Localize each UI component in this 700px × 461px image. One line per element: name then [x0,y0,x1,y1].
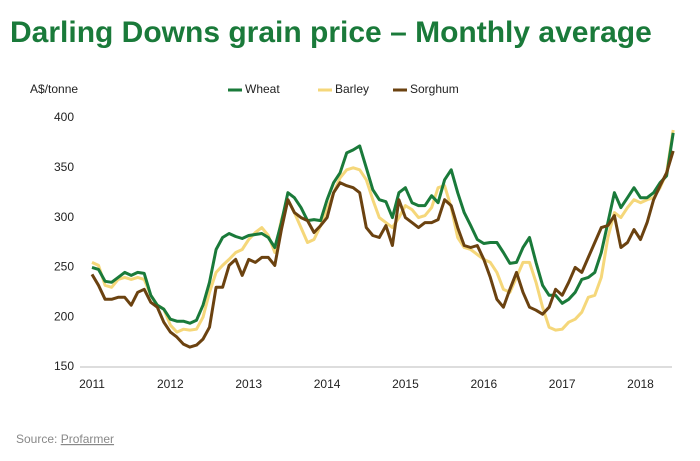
x-tick-label: 2011 [79,377,105,391]
x-tick-label: 2017 [549,377,576,391]
y-tick-label: 200 [54,309,74,323]
legend-label: Wheat [245,82,280,96]
y-tick-label: 250 [54,260,74,274]
legend-label: Sorghum [410,82,459,96]
y-tick-label: 150 [54,359,74,373]
y-tick-label: 350 [54,160,74,174]
chart-title: Darling Downs grain price – Monthly aver… [10,16,652,49]
x-tick-label: 2012 [157,377,184,391]
x-tick-label: 2013 [235,377,262,391]
y-axis-label: A$/tonne [30,82,78,96]
source-name: Profarmer [61,432,114,446]
y-tick-label: 400 [54,110,74,124]
line-1 [91,129,675,334]
x-tick-label: 2015 [392,377,419,391]
x-tick-label: 2018 [627,377,654,391]
line-0 [91,132,675,325]
x-tick-label: 2014 [314,377,341,391]
source-label: Source: [16,432,57,446]
x-tick-label: 2016 [470,377,497,391]
line-2 [90,150,675,349]
legend-label: Barley [335,82,369,96]
source: Source: Profarmer [16,432,114,446]
y-tick-label: 300 [54,210,74,224]
